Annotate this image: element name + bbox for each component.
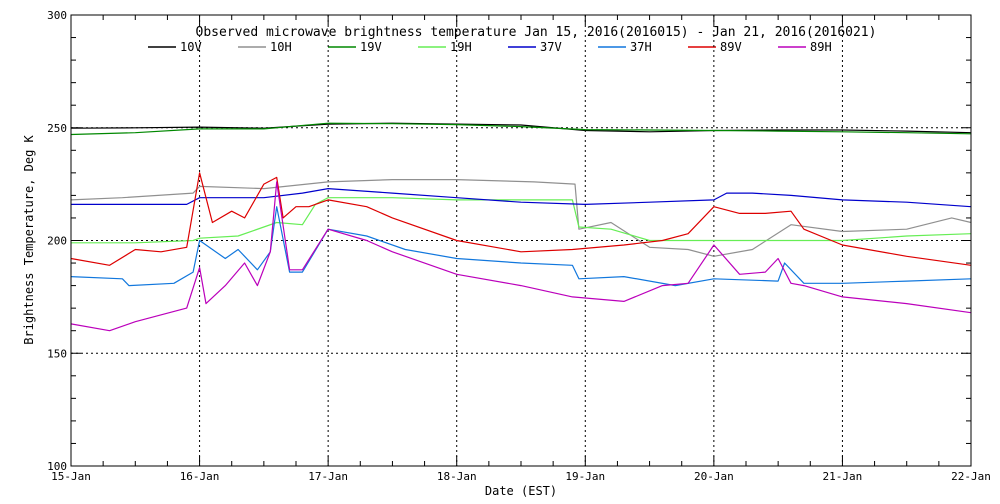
legend-label-10V: 10V	[180, 40, 202, 54]
series-line-10V	[70, 122, 972, 134]
series-line-89V	[70, 172, 972, 266]
x-axis: 15-Jan 16-Jan 17-Jan 18-Jan 19-Jan 20-Jan 21-J…	[51, 15, 991, 483]
y-tick-label: 150	[47, 347, 67, 360]
legend-label-37V: 37V	[540, 40, 562, 54]
series-line-19H	[71, 197, 972, 244]
x-tick-label: 21-Jan	[823, 470, 863, 483]
y-tick-label: 250	[47, 122, 67, 135]
x-tick-label: 17-Jan	[308, 470, 348, 483]
x-tick-label: 18-Jan	[437, 470, 477, 483]
series-layer	[70, 122, 972, 332]
legend-label-19H: 19H	[450, 40, 472, 54]
legend-label-89V: 89V	[720, 40, 742, 54]
x-tick-label: 19-Jan	[565, 470, 605, 483]
x-axis-label: Date (EST)	[485, 484, 557, 498]
series-line-37V	[71, 188, 972, 208]
y-tick-label: 200	[47, 235, 67, 248]
y-axis-label: Brightness Temperature, Deg K	[22, 134, 36, 344]
legend: 10V 10H 19V 19H 37V 37H 89V 89H	[148, 40, 832, 54]
legend-label-19V: 19V	[360, 40, 382, 54]
series-line-10H	[70, 179, 972, 257]
x-tick-label: 20-Jan	[694, 470, 734, 483]
chart-title: Observed microwave brightness temperatur…	[196, 25, 877, 40]
legend-label-89H: 89H	[810, 40, 832, 54]
series-line-19V	[70, 122, 972, 136]
y-tick-label: 100	[47, 460, 67, 473]
series-line-89H	[70, 181, 972, 332]
y-axis: 100 150 200 250 300	[47, 9, 971, 473]
legend-label-37H: 37H	[630, 40, 652, 54]
x-tick-label: 15-Jan	[51, 470, 91, 483]
y-tick-label: 300	[47, 9, 67, 22]
series-line-37H	[70, 206, 972, 287]
legend-label-10H: 10H	[270, 40, 292, 54]
x-tick-label: 16-Jan	[180, 470, 220, 483]
x-tick-label: 22-Jan	[951, 470, 991, 483]
